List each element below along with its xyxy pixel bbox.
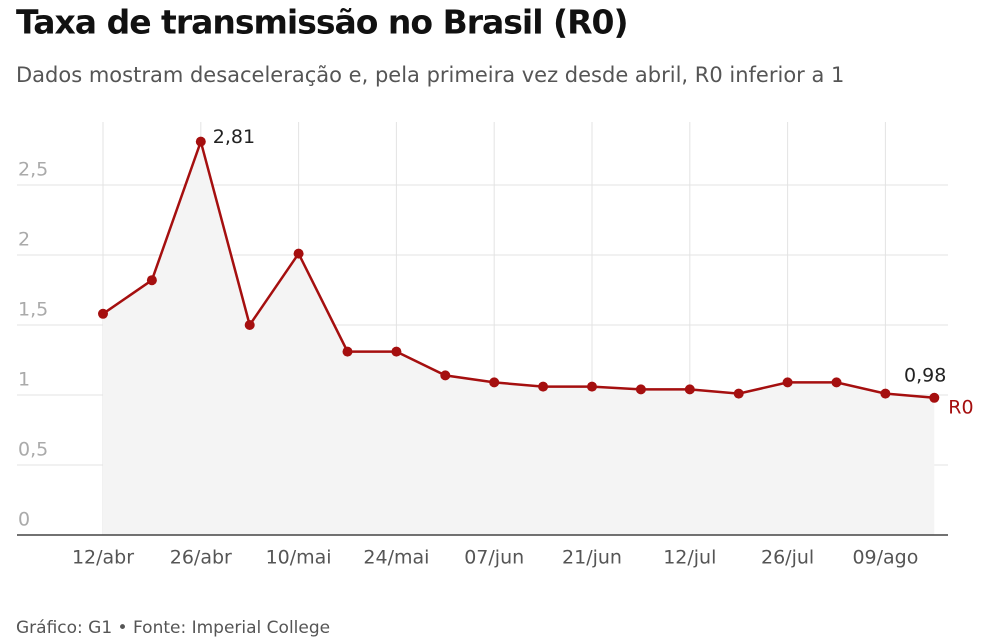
x-tick-label: 26/abr (170, 547, 232, 569)
y-tick-label: 0 (18, 509, 30, 531)
point (831, 377, 842, 388)
point (195, 136, 206, 147)
point (489, 377, 500, 388)
point (635, 384, 646, 395)
chart-title: Taxa de transmissão no Brasil (R0) (16, 3, 628, 42)
y-tick-label: 2,5 (18, 159, 48, 181)
x-tick-label: 26/jul (761, 547, 814, 569)
point (587, 381, 597, 392)
chart-subtitle: Dados mostram desaceleração e, pela prim… (16, 63, 844, 87)
y-tick-label: 1 (18, 369, 30, 391)
y-tick-label: 2 (18, 229, 30, 251)
x-tick-label: 07/jun (464, 547, 524, 569)
x-tick-label: 12/abr (72, 547, 134, 569)
x-tick-label: 21/jun (562, 547, 622, 569)
point (391, 346, 402, 357)
y-tick-label: 0,5 (18, 439, 48, 461)
value-label: 0,98 (904, 364, 946, 386)
point (782, 377, 793, 388)
point (880, 388, 891, 399)
value-label: 2,81 (213, 126, 255, 148)
point (929, 392, 940, 403)
point (733, 388, 744, 399)
point (342, 346, 353, 357)
point (684, 384, 695, 395)
point (440, 370, 451, 381)
series-label: R0 (948, 396, 973, 418)
source: Gráfico: G1 • Fonte: Imperial College (16, 618, 330, 638)
point (244, 320, 255, 330)
x-tick-label: 10/mai (266, 547, 332, 569)
point (98, 308, 108, 319)
point (538, 381, 549, 392)
line (102, 137, 935, 400)
point (146, 275, 157, 286)
y-tick-label: 1,5 (18, 299, 48, 321)
x-tick-label: 24/mai (363, 547, 429, 569)
area (103, 141, 935, 535)
x-tick-label: 12/jul (663, 547, 716, 569)
point (293, 248, 304, 259)
x-tick-label: 09/ago (852, 547, 918, 569)
